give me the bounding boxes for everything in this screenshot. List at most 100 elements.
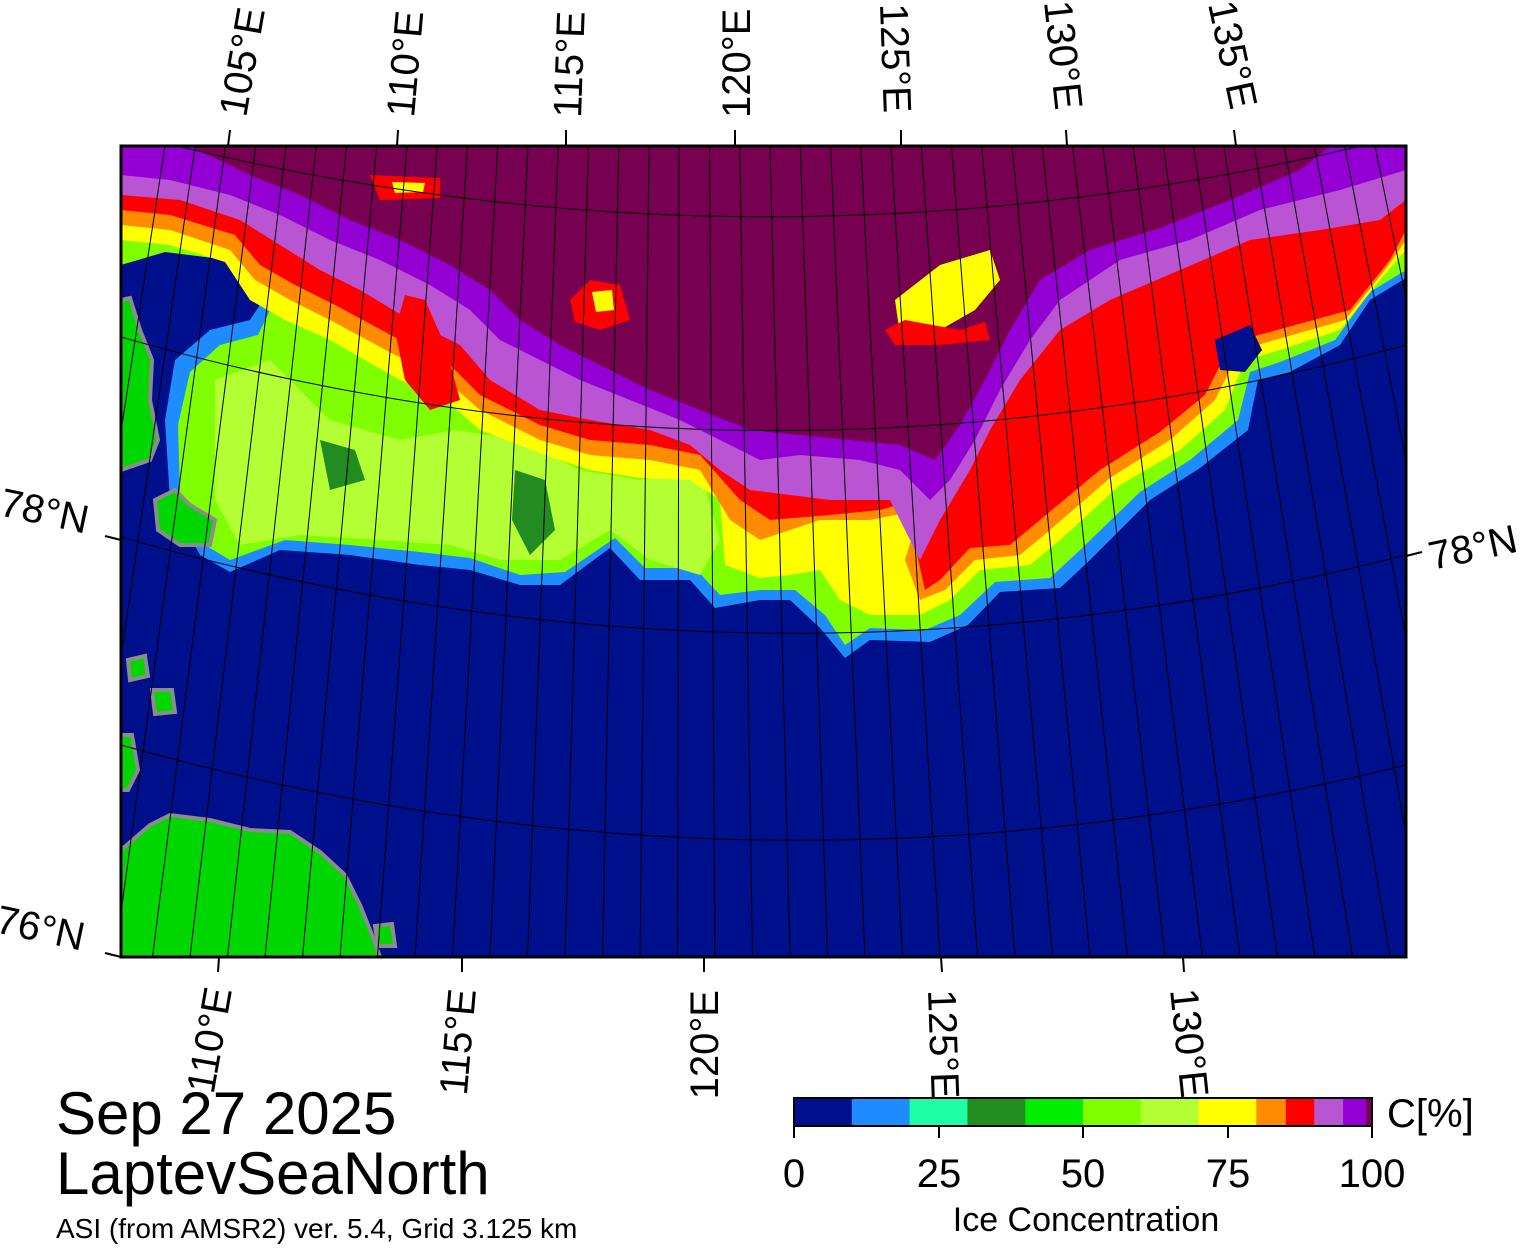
top-lon-label: 115°E — [546, 10, 594, 118]
colorbar-segment — [1285, 1098, 1315, 1126]
meridian-line — [920, 146, 978, 957]
meridian-line — [1102, 146, 1203, 957]
colorbar-tick-label: 50 — [1060, 1152, 1106, 1196]
meridian-line — [152, 146, 257, 957]
map-frame — [119, 144, 1408, 959]
colorbar — [794, 1098, 1373, 1126]
meridian-line — [981, 146, 1053, 957]
map-date: Sep 27 2025 — [56, 1080, 397, 1147]
ice-patch-1 — [895, 250, 1000, 335]
meridian-line — [860, 146, 903, 957]
ice-dark-green-2 — [320, 440, 365, 490]
colorbar-segment — [1343, 1098, 1367, 1126]
meridian-line — [189, 146, 287, 957]
meridian-line — [527, 146, 559, 957]
colorbar-segment — [1256, 1098, 1286, 1126]
meridian-line — [1072, 146, 1166, 957]
meridian-line — [677, 146, 680, 957]
colorbar-segment — [1198, 1098, 1257, 1126]
lat-labels: 78°N 76°N 78°N — [0, 481, 1521, 960]
meridian-line — [1344, 146, 1406, 464]
meridian-line — [1041, 146, 1128, 957]
colorbar-segment — [851, 1098, 911, 1126]
polynya — [1215, 325, 1262, 372]
meridian-line — [1132, 146, 1241, 957]
meridian-line — [227, 146, 317, 957]
data-source-note: ASI (from AMSR2) ver. 5.4, Grid 3.125 km — [56, 1213, 578, 1244]
top-lon-labels: 105°E 110°E 115°E 120°E 125°E 130°E 135°… — [212, 0, 1265, 120]
meridian-line — [1223, 146, 1353, 957]
meridian-line — [489, 146, 529, 957]
meridian-line — [121, 146, 226, 917]
colorbar-tick-label: 100 — [1338, 1152, 1406, 1196]
top-lon-label: 110°E — [379, 9, 432, 119]
map-field — [121, 146, 1406, 957]
lat-label-east-78: 78°N — [1425, 517, 1522, 579]
colorbar-segment — [1140, 1098, 1200, 1126]
lat-label-west-78: 78°N — [0, 481, 93, 543]
meridian-line — [1193, 146, 1316, 957]
top-lon-label: 130°E — [1035, 0, 1090, 112]
meridian-line — [1314, 146, 1406, 642]
meridian-line — [264, 146, 347, 957]
meridian-line — [1374, 146, 1406, 301]
colorbar-segment — [794, 1098, 853, 1126]
bottom-lon-label: 115°E — [432, 987, 485, 1097]
colorbar-tick-label: 0 — [782, 1152, 806, 1196]
colorbar-segment — [1083, 1098, 1142, 1126]
ice-light-green — [215, 360, 720, 575]
ice-patch-1-red — [885, 320, 990, 345]
bottom-lon-label: 120°E — [683, 990, 727, 1099]
meridian-line — [121, 146, 166, 435]
colorbar-ticks — [793, 1126, 1373, 1138]
land-islet-5 — [372, 921, 398, 948]
colorbar-tick-label: 75 — [1205, 1152, 1251, 1196]
ice-patch-2-yellow — [392, 182, 425, 193]
lat-label-west-76: 76°N — [0, 898, 89, 960]
graticule-latitudes — [121, 146, 1406, 841]
land-islet-1 — [152, 487, 218, 547]
top-lon-label: 135°E — [1199, 0, 1265, 113]
colorbar-segment — [967, 1098, 1026, 1126]
meridian-line — [709, 146, 716, 957]
meridian-line — [414, 146, 468, 957]
bottom-lon-label: 130°E — [1161, 986, 1216, 1099]
colorbar-segment — [1366, 1098, 1373, 1126]
ice-dark-green — [512, 470, 555, 555]
colorbar-segment — [1025, 1098, 1084, 1126]
top-lon-label: 105°E — [212, 4, 274, 119]
top-lon-label: 120°E — [715, 9, 759, 118]
lat-ticks — [104, 535, 1423, 958]
meridian-line — [890, 146, 941, 957]
meridian-line — [602, 146, 620, 957]
bottom-lon-label: 125°E — [919, 989, 967, 1100]
ice-patch-4 — [395, 295, 460, 410]
meridian-line — [769, 146, 791, 957]
ice-consolidated — [190, 146, 1330, 460]
top-lon-label: 125°E — [871, 3, 919, 114]
colorbar-segment — [909, 1098, 968, 1126]
top-ticks — [227, 129, 1237, 147]
colorbar-tick-label: 25 — [916, 1152, 962, 1196]
meridian-line — [1253, 146, 1391, 957]
ice-patch-3-yellow — [592, 290, 614, 312]
bottom-ticks — [217, 956, 1185, 973]
colorbar-unit: C[%] — [1387, 1092, 1474, 1136]
meridian-line — [121, 146, 196, 661]
land-severnaya-zemlya — [121, 295, 161, 473]
meridian-line — [339, 146, 408, 957]
meridian-line — [639, 146, 650, 957]
land-taymyr — [121, 812, 383, 957]
meridian-line — [302, 146, 378, 957]
meridian-line — [1283, 146, 1406, 839]
land-islet-3 — [149, 688, 178, 717]
region-name: LaptevSeaNorth — [56, 1140, 490, 1207]
meridian-line — [951, 146, 1016, 957]
meridian-line — [739, 146, 753, 957]
meridian-line — [830, 146, 866, 957]
land-islet-2 — [125, 653, 151, 683]
colorbar-title: Ice Concentration — [952, 1201, 1220, 1239]
meridian-line — [799, 146, 828, 957]
